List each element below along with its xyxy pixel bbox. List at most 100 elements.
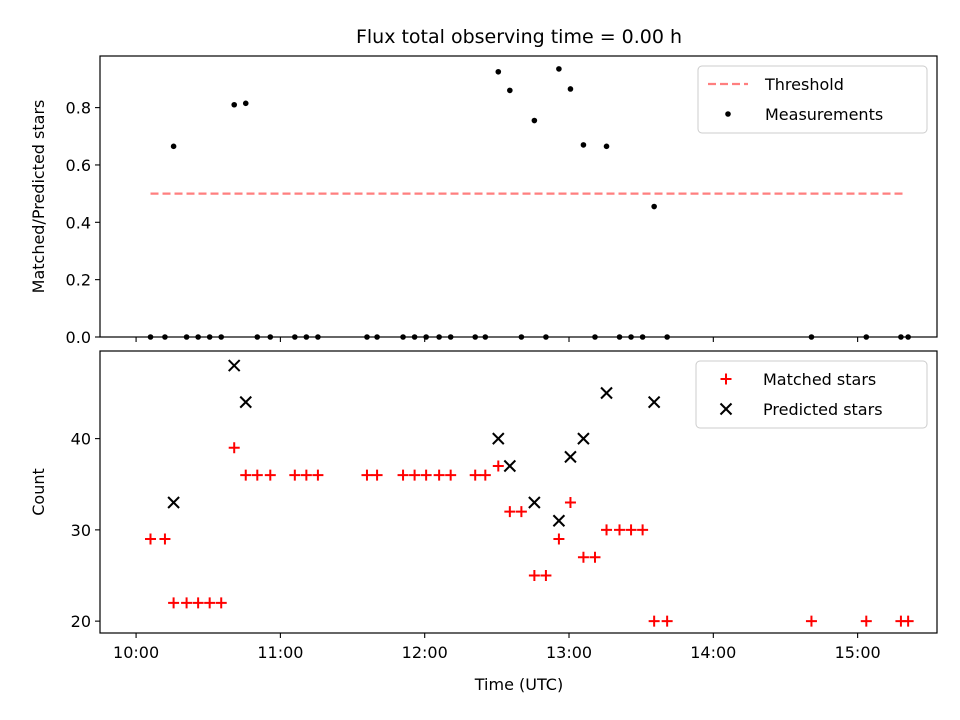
matched-point — [240, 469, 252, 481]
data-point — [651, 203, 657, 210]
data-point — [863, 334, 870, 340]
data-point — [580, 142, 587, 148]
data-point — [162, 334, 168, 340]
top-y-tick-label: 0.6 — [66, 156, 91, 175]
data-point — [147, 334, 154, 340]
bottom-axes-frame — [99, 350, 938, 634]
matched-point — [504, 506, 516, 518]
matched-point — [397, 469, 409, 481]
matched-point — [289, 469, 301, 481]
x-tick-label: 15:00 — [835, 643, 881, 662]
data-point — [447, 334, 454, 340]
legend-frame — [697, 65, 928, 134]
data-point — [507, 87, 513, 94]
predicted-point — [492, 432, 505, 445]
matched-point — [312, 469, 324, 481]
legend-frame — [695, 360, 928, 429]
legend-label: Measurements — [765, 105, 883, 124]
predicted-point — [503, 459, 517, 473]
top-axes-frame — [99, 55, 938, 338]
chart-title: Flux total observing time = 0.00 h — [356, 26, 682, 48]
matched-point — [479, 469, 491, 481]
matched-point — [433, 469, 445, 481]
data-point — [292, 334, 298, 340]
data-point — [495, 68, 502, 75]
predicted-point — [577, 432, 590, 445]
legend-marker — [720, 373, 732, 385]
data-point — [364, 334, 370, 340]
top-y-tick-label: 0.0 — [66, 328, 91, 347]
data-point — [218, 334, 225, 340]
matched-point — [371, 469, 383, 481]
legend-marker — [725, 111, 731, 117]
matched-point — [648, 615, 660, 627]
data-point — [303, 334, 310, 340]
data-point — [195, 334, 201, 340]
x-tick-label: 14:00 — [690, 643, 736, 662]
legend-label: Matched stars — [763, 370, 876, 389]
matched-point — [564, 496, 576, 508]
matched-point — [228, 442, 240, 454]
data-point — [567, 86, 574, 92]
top-y-tick-label: 0.2 — [66, 271, 91, 290]
bottom-y-tick-label: 20 — [71, 612, 91, 631]
predicted-point — [600, 386, 613, 400]
predicted-point — [228, 359, 241, 372]
top-panel: 0.0 0.2 0.4 0.6 0.8 Matched/Predicted stars Th… — [29, 55, 938, 347]
data-point — [592, 334, 598, 340]
matched-point — [515, 506, 527, 518]
series-measurements — [147, 66, 911, 340]
data-point — [518, 334, 525, 340]
predicted-point — [564, 450, 577, 464]
data-point — [616, 334, 623, 340]
matched-point — [601, 524, 613, 536]
bottom-y-tick-label: 40 — [71, 430, 91, 449]
matched-point — [215, 597, 227, 609]
x-tick-label: 11:00 — [257, 643, 303, 662]
matched-point — [614, 524, 626, 536]
data-point — [639, 334, 646, 340]
legend-label: Predicted stars — [763, 400, 883, 419]
matched-point — [860, 615, 872, 627]
predicted-point — [552, 514, 566, 527]
matched-point — [589, 551, 601, 563]
matched-point — [159, 533, 171, 545]
matched-point — [300, 469, 312, 481]
matched-point — [204, 597, 216, 609]
data-point — [905, 334, 911, 340]
top-legend: Threshold Measurements — [697, 65, 928, 134]
series-predicted-stars — [167, 359, 661, 527]
matched-point — [805, 615, 817, 627]
matched-point — [492, 460, 504, 472]
matched-point — [469, 469, 481, 481]
bottom-panel: 10:00 11:00 12:00 13:00 14:00 15:00 20 30 40 Coun… — [29, 350, 938, 662]
predicted-point — [167, 496, 180, 509]
matched-point — [528, 570, 540, 582]
matched-point — [445, 469, 457, 481]
x-tick-label: 13:00 — [546, 643, 592, 662]
data-point — [603, 143, 610, 150]
predicted-point — [528, 496, 541, 509]
x-tick-label: 10:00 — [113, 643, 159, 662]
matched-point — [264, 469, 276, 481]
matched-point — [145, 533, 157, 545]
data-point — [400, 334, 406, 340]
x-tick-label: 12:00 — [402, 643, 448, 662]
matched-point — [409, 469, 421, 481]
top-y-tick-label: 0.4 — [66, 213, 91, 232]
data-point — [254, 334, 261, 340]
data-point — [170, 143, 177, 150]
matched-point — [637, 524, 649, 536]
matched-point — [361, 469, 373, 481]
series-matched-stars — [145, 442, 914, 627]
data-point — [231, 101, 238, 108]
data-point — [436, 334, 442, 340]
legend-label: Threshold — [764, 75, 844, 94]
data-point — [183, 334, 190, 340]
data-point — [482, 334, 489, 340]
data-point — [628, 334, 634, 340]
matched-point — [420, 469, 432, 481]
matched-point — [625, 524, 637, 536]
predicted-point — [647, 395, 661, 409]
